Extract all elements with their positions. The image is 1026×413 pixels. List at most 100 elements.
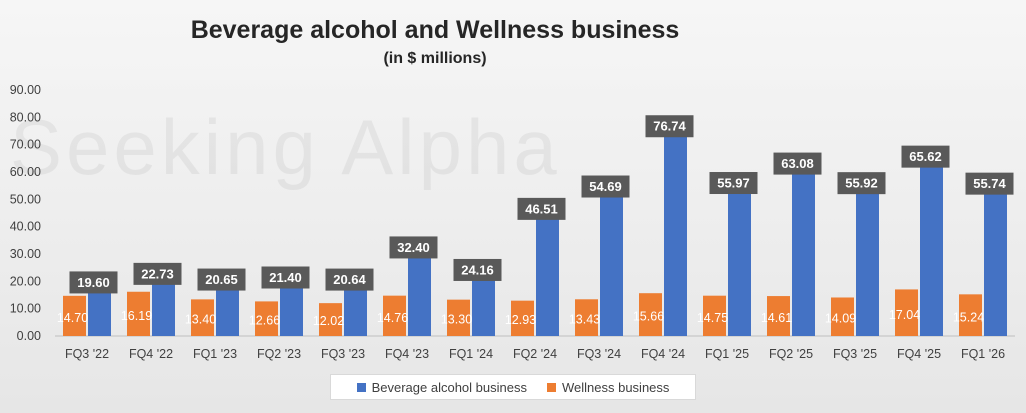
beverage-bar [88, 282, 111, 336]
x-tick-label: FQ1 '24 [449, 347, 493, 361]
y-tick-label: 80.00 [10, 110, 41, 124]
legend-label-beverage: Beverage alcohol business [371, 379, 527, 395]
wellness-data-label: 12.93 [505, 313, 536, 327]
beverage-bar [216, 279, 239, 336]
beverage-bar [664, 126, 687, 336]
beverage-data-label: 20.64 [333, 272, 366, 287]
beverage-label-box [453, 258, 502, 281]
beverage-data-label: 19.60 [77, 275, 110, 290]
beverage-label-box [645, 115, 694, 138]
beverage-label-box [325, 268, 374, 291]
beverage-bar [792, 163, 815, 336]
x-tick-label: FQ3 '22 [65, 347, 109, 361]
y-tick-label: 20.00 [10, 274, 41, 288]
beverage-label-box [261, 266, 310, 289]
wellness-bar [191, 299, 214, 336]
beverage-label-box [773, 152, 822, 175]
wellness-bar [63, 295, 86, 336]
wellness-data-label: 15.24 [953, 310, 984, 324]
y-tick-label: 30.00 [10, 247, 41, 261]
legend-item-wellness: Wellness business [546, 379, 670, 395]
beverage-data-label: 24.16 [461, 262, 494, 277]
beverage-bar [920, 156, 943, 336]
legend: Beverage alcohol business Wellness busin… [330, 374, 696, 400]
y-tick-label: 0.00 [17, 329, 41, 343]
beverage-data-label: 22.73 [141, 266, 174, 281]
wellness-bar [447, 299, 470, 336]
wellness-data-label: 17.04 [889, 308, 920, 322]
chart-subtitle: (in $ millions) [383, 50, 487, 67]
beverage-bar [856, 183, 879, 336]
legend-label-wellness: Wellness business [561, 379, 670, 395]
beverage-label-box [709, 172, 758, 195]
legend-swatch-wellness [546, 382, 556, 392]
wellness-data-label: 14.76 [377, 311, 408, 325]
beverage-label-box [837, 172, 886, 195]
x-tick-label: FQ3 '24 [577, 347, 621, 361]
beverage-label-box [581, 175, 630, 198]
beverage-label-box [389, 236, 438, 259]
beverage-bar [600, 186, 623, 336]
x-tick-label: FQ4 '24 [641, 347, 685, 361]
beverage-bar [984, 183, 1007, 336]
beverage-bar [280, 277, 303, 336]
beverage-data-label: 55.97 [717, 176, 750, 191]
beverage-bar [472, 269, 495, 336]
wellness-bar [575, 299, 598, 336]
wellness-bar [255, 301, 278, 336]
beverage-label-box [965, 172, 1014, 195]
chart-title: Beverage alcohol and Wellness business [190, 16, 680, 44]
wellness-data-label: 14.70 [57, 311, 88, 325]
wellness-data-label: 13.30 [441, 313, 472, 327]
y-tick-label: 60.00 [10, 165, 41, 179]
wellness-data-label: 15.66 [633, 310, 664, 324]
beverage-data-label: 65.62 [909, 149, 942, 164]
beverage-data-label: 20.65 [205, 272, 238, 287]
y-tick-label: 90.00 [10, 83, 41, 97]
beverage-data-label: 32.40 [397, 240, 430, 255]
wellness-bar [639, 293, 662, 336]
beverage-label-box [901, 145, 950, 168]
x-tick-label: FQ4 '22 [129, 347, 173, 361]
x-tick-label: FQ3 '25 [833, 347, 877, 361]
y-tick-label: 50.00 [10, 192, 41, 206]
beverage-bar [152, 273, 175, 336]
y-tick-label: 70.00 [10, 138, 41, 152]
x-tick-label: FQ3 '23 [321, 347, 365, 361]
beverage-bar [408, 247, 431, 336]
y-tick-label: 10.00 [10, 302, 41, 316]
wellness-bar [959, 294, 982, 336]
wellness-data-label: 16.19 [121, 309, 152, 323]
beverage-bar [344, 279, 367, 336]
wellness-bar [511, 300, 534, 336]
y-tick-label: 40.00 [10, 220, 41, 234]
wellness-bar [895, 289, 918, 336]
x-tick-label: FQ1 '26 [961, 347, 1005, 361]
x-tick-label: FQ4 '23 [385, 347, 429, 361]
beverage-data-label: 63.08 [781, 156, 814, 171]
beverage-data-label: 46.51 [525, 201, 558, 216]
x-tick-label: FQ4 '25 [897, 347, 941, 361]
wellness-bar [703, 295, 726, 336]
beverage-bar [728, 183, 751, 336]
beverage-data-label: 21.40 [269, 270, 302, 285]
wellness-data-label: 12.02 [313, 314, 344, 328]
x-tick-label: FQ1 '23 [193, 347, 237, 361]
legend-swatch-beverage [356, 382, 366, 392]
wellness-data-label: 13.40 [185, 313, 216, 327]
beverage-bar [536, 208, 559, 336]
beverage-label-box [133, 262, 182, 285]
wellness-data-label: 14.61 [761, 311, 792, 325]
x-tick-label: FQ1 '25 [705, 347, 749, 361]
x-tick-label: FQ2 '23 [257, 347, 301, 361]
beverage-data-label: 55.92 [845, 176, 878, 191]
beverage-label-box [69, 271, 118, 294]
wellness-bar [127, 291, 150, 336]
wellness-bar [319, 303, 342, 336]
wellness-data-label: 12.66 [249, 313, 280, 327]
beverage-data-label: 54.69 [589, 179, 622, 194]
wellness-bar [383, 295, 406, 336]
beverage-data-label: 76.74 [653, 119, 686, 134]
